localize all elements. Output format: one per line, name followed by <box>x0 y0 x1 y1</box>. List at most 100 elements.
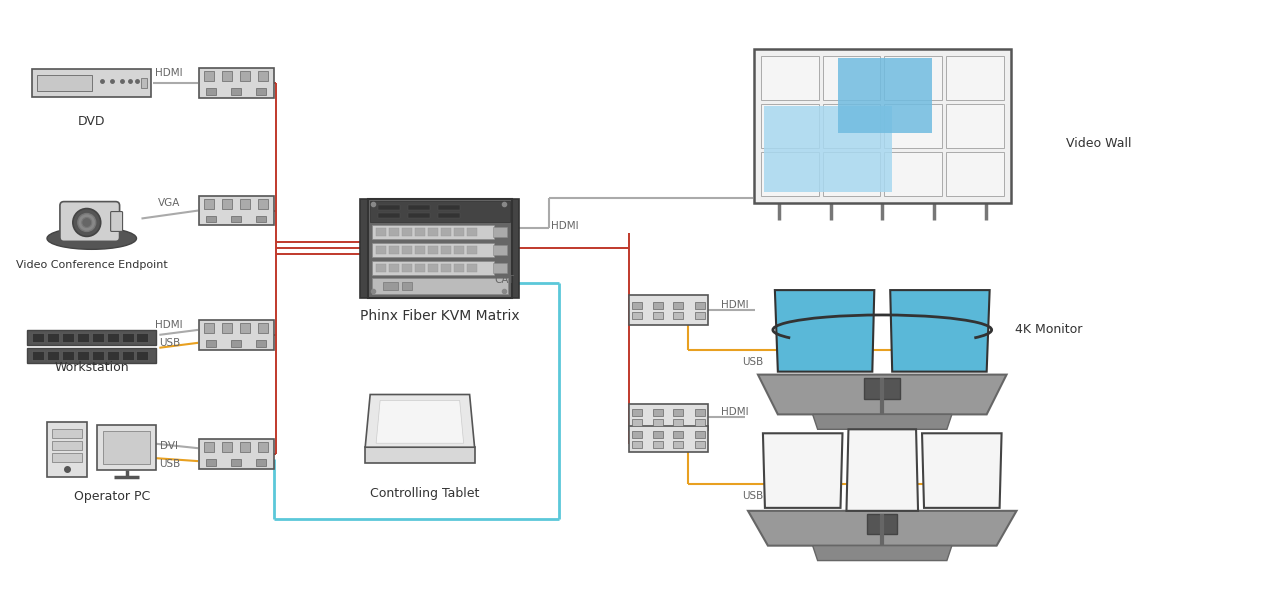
FancyBboxPatch shape <box>122 333 133 342</box>
FancyBboxPatch shape <box>428 246 438 254</box>
FancyBboxPatch shape <box>494 227 507 237</box>
FancyBboxPatch shape <box>206 216 216 222</box>
FancyBboxPatch shape <box>92 333 104 342</box>
FancyBboxPatch shape <box>137 333 148 342</box>
Polygon shape <box>748 511 1016 546</box>
Text: CAT: CAT <box>494 275 515 285</box>
FancyBboxPatch shape <box>376 246 387 254</box>
FancyBboxPatch shape <box>365 447 475 463</box>
FancyBboxPatch shape <box>60 201 119 241</box>
FancyBboxPatch shape <box>467 264 476 272</box>
FancyBboxPatch shape <box>204 198 214 209</box>
Polygon shape <box>376 400 463 444</box>
FancyBboxPatch shape <box>628 426 708 452</box>
FancyBboxPatch shape <box>61 333 74 342</box>
FancyBboxPatch shape <box>695 312 705 319</box>
FancyBboxPatch shape <box>37 75 92 91</box>
FancyBboxPatch shape <box>389 264 399 272</box>
Text: HDMI: HDMI <box>155 68 183 78</box>
FancyBboxPatch shape <box>221 198 232 209</box>
FancyBboxPatch shape <box>221 442 232 452</box>
Text: USB: USB <box>159 338 180 348</box>
FancyBboxPatch shape <box>200 320 274 350</box>
FancyBboxPatch shape <box>402 264 412 272</box>
FancyBboxPatch shape <box>47 333 59 342</box>
FancyBboxPatch shape <box>204 442 214 452</box>
Text: 4K Monitor: 4K Monitor <box>1015 323 1082 336</box>
FancyBboxPatch shape <box>376 264 387 272</box>
FancyBboxPatch shape <box>383 282 398 290</box>
FancyBboxPatch shape <box>389 246 399 254</box>
Text: Operator PC: Operator PC <box>73 490 150 503</box>
Text: HDMI: HDMI <box>155 320 183 330</box>
FancyBboxPatch shape <box>106 351 119 360</box>
FancyBboxPatch shape <box>230 340 241 347</box>
FancyBboxPatch shape <box>257 442 268 452</box>
FancyBboxPatch shape <box>673 410 684 416</box>
FancyBboxPatch shape <box>760 152 819 196</box>
FancyBboxPatch shape <box>946 104 1004 148</box>
FancyBboxPatch shape <box>673 431 684 438</box>
FancyBboxPatch shape <box>206 459 216 466</box>
FancyBboxPatch shape <box>142 78 147 88</box>
Text: USB: USB <box>159 459 180 469</box>
Polygon shape <box>758 375 1006 415</box>
Circle shape <box>78 214 96 232</box>
FancyBboxPatch shape <box>372 261 494 275</box>
Polygon shape <box>763 433 842 508</box>
FancyBboxPatch shape <box>221 71 232 81</box>
FancyBboxPatch shape <box>27 330 156 345</box>
Text: DVI: DVI <box>160 441 178 451</box>
FancyBboxPatch shape <box>408 213 430 217</box>
FancyBboxPatch shape <box>369 198 512 298</box>
FancyBboxPatch shape <box>77 351 88 360</box>
FancyBboxPatch shape <box>221 323 232 333</box>
Text: HDMI: HDMI <box>552 222 579 232</box>
FancyBboxPatch shape <box>884 152 942 196</box>
FancyBboxPatch shape <box>408 205 430 209</box>
FancyBboxPatch shape <box>402 246 412 254</box>
FancyBboxPatch shape <box>628 405 708 431</box>
FancyBboxPatch shape <box>239 442 250 452</box>
FancyBboxPatch shape <box>673 441 684 448</box>
FancyBboxPatch shape <box>868 514 897 533</box>
FancyBboxPatch shape <box>764 106 892 192</box>
FancyBboxPatch shape <box>402 229 412 237</box>
Polygon shape <box>774 290 874 371</box>
FancyBboxPatch shape <box>632 441 641 448</box>
FancyBboxPatch shape <box>494 245 507 255</box>
FancyBboxPatch shape <box>415 229 425 237</box>
FancyBboxPatch shape <box>372 278 508 294</box>
FancyBboxPatch shape <box>494 263 507 274</box>
FancyBboxPatch shape <box>884 104 942 148</box>
FancyBboxPatch shape <box>440 264 451 272</box>
Text: HDMI: HDMI <box>721 300 749 310</box>
FancyBboxPatch shape <box>376 229 387 237</box>
FancyBboxPatch shape <box>453 229 463 237</box>
Polygon shape <box>890 290 989 371</box>
Polygon shape <box>846 429 918 511</box>
FancyBboxPatch shape <box>673 312 684 319</box>
FancyBboxPatch shape <box>402 282 412 290</box>
FancyBboxPatch shape <box>256 340 266 347</box>
FancyBboxPatch shape <box>467 246 476 254</box>
Text: Workstation: Workstation <box>55 361 129 374</box>
Polygon shape <box>813 546 952 561</box>
FancyBboxPatch shape <box>378 205 399 209</box>
FancyBboxPatch shape <box>230 216 241 222</box>
FancyBboxPatch shape <box>823 57 881 100</box>
FancyBboxPatch shape <box>257 71 268 81</box>
FancyBboxPatch shape <box>415 246 425 254</box>
FancyBboxPatch shape <box>695 410 705 416</box>
FancyBboxPatch shape <box>206 88 216 95</box>
FancyBboxPatch shape <box>838 59 932 133</box>
FancyBboxPatch shape <box>200 439 274 469</box>
FancyBboxPatch shape <box>360 198 369 298</box>
FancyBboxPatch shape <box>52 453 82 462</box>
Text: Phinx Fiber KVM Matrix: Phinx Fiber KVM Matrix <box>360 309 520 323</box>
FancyBboxPatch shape <box>864 378 900 400</box>
FancyBboxPatch shape <box>122 351 133 360</box>
FancyBboxPatch shape <box>632 312 641 319</box>
Polygon shape <box>813 415 952 429</box>
FancyBboxPatch shape <box>61 351 74 360</box>
